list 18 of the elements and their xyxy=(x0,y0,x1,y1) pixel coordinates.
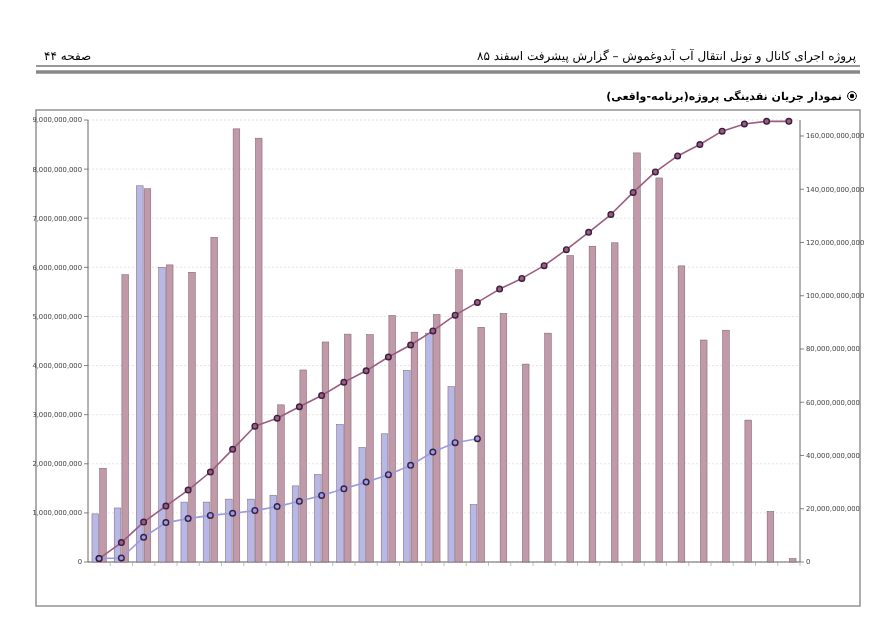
bar xyxy=(700,339,708,563)
bar xyxy=(143,188,152,563)
bar xyxy=(677,265,686,563)
bar xyxy=(410,331,419,563)
bar xyxy=(499,313,508,563)
bar xyxy=(744,419,752,563)
bar xyxy=(522,363,530,563)
bar xyxy=(321,341,330,563)
bar xyxy=(202,501,211,563)
bar xyxy=(469,504,478,563)
bar xyxy=(722,329,730,563)
bar xyxy=(291,485,300,563)
bar xyxy=(544,332,552,563)
bar xyxy=(380,433,389,563)
bar xyxy=(232,128,241,563)
bar xyxy=(588,245,597,563)
bar xyxy=(611,242,619,563)
bar xyxy=(766,511,775,563)
